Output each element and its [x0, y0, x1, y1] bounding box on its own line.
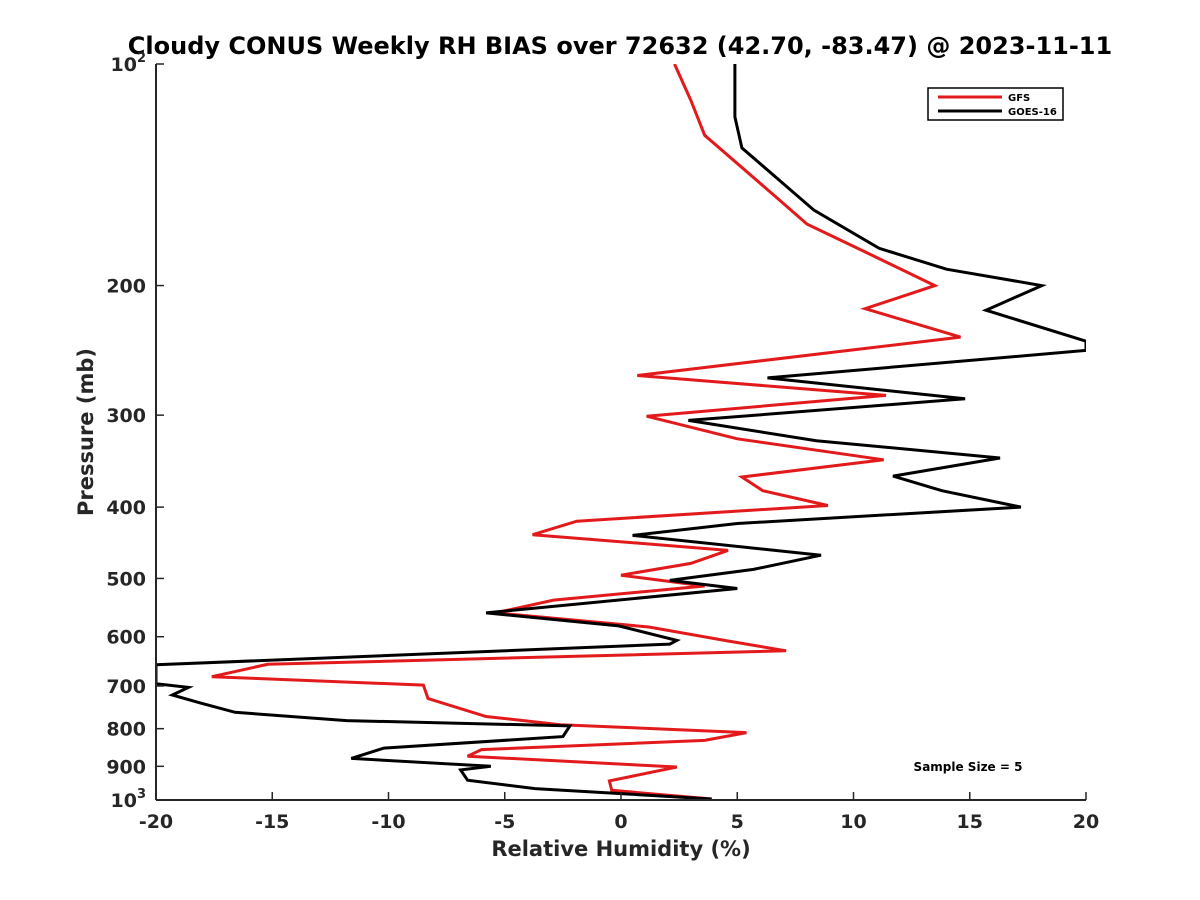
y-tick-label: 200 — [106, 276, 146, 298]
sample-size-annotation: Sample Size = 5 — [914, 760, 1023, 774]
y-tick-label: 300 — [106, 405, 146, 427]
y-tick-exponent: 2 — [137, 51, 146, 66]
y-tick-base: 10 — [111, 790, 137, 812]
y-tick-base: 10 — [111, 54, 137, 76]
legend-goes16-label: GOES-16 — [1008, 107, 1057, 118]
y-tick-label: 400 — [106, 497, 146, 519]
x-tick-label: -15 — [255, 811, 289, 833]
series-line-gfs — [211, 64, 961, 800]
legend-gfs-label: GFS — [1008, 93, 1030, 104]
series-layer — [156, 64, 1086, 800]
x-axis-label: Relative Humidity (%) — [491, 837, 750, 861]
x-tick-label: 5 — [731, 811, 744, 833]
x-tick-label: -5 — [494, 811, 515, 833]
chart-title: Cloudy CONUS Weekly RH BIAS over 72632 (… — [128, 32, 1112, 60]
y-tick-exponent: 3 — [137, 787, 146, 802]
legend: GFS GOES-16 — [927, 87, 1064, 121]
x-tick-label: 10 — [840, 811, 866, 833]
x-tick-label: -10 — [371, 811, 405, 833]
x-tick-label: 20 — [1073, 811, 1099, 833]
x-tick-label: 15 — [957, 811, 983, 833]
y-tick-label: 700 — [106, 676, 146, 698]
y-tick-label: 600 — [106, 627, 146, 649]
legend-box — [927, 87, 1064, 121]
y-tick-label: 103 — [111, 787, 147, 812]
x-tick-label: 0 — [614, 811, 627, 833]
series-line-goes16 — [156, 64, 1086, 800]
x-ticks: -20 -15 -10 -5 0 5 10 15 20 — [139, 792, 1099, 833]
y-tick-label: 800 — [106, 719, 146, 741]
y-tick-label: 102 — [111, 51, 147, 76]
x-tick-label: -20 — [139, 811, 173, 833]
y-tick-label: 900 — [106, 756, 146, 778]
y-axis-label: Pressure (mb) — [74, 348, 98, 516]
plot-area: -20 -15 -10 -5 0 5 10 15 20 10220030040050060070… — [106, 51, 1099, 833]
y-tick-label: 500 — [106, 568, 146, 590]
